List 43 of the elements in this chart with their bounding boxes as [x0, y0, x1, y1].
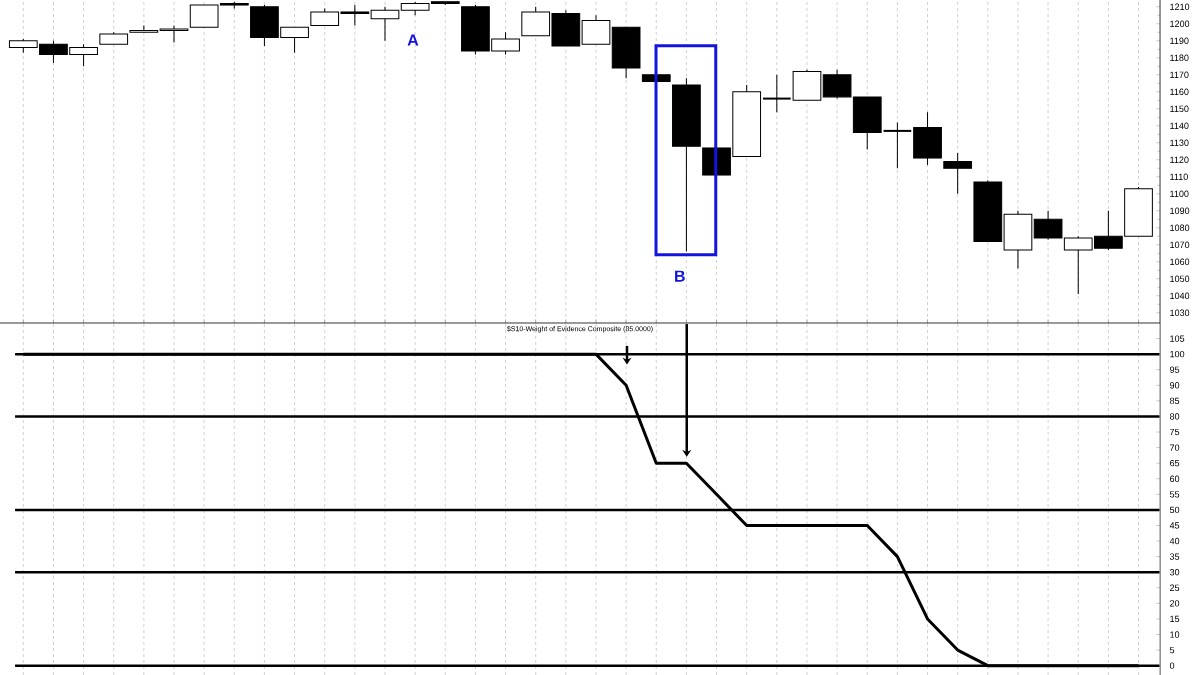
y-tick-label: 15	[1170, 615, 1180, 623]
annotation: A	[407, 34, 419, 46]
y-tick-label: 60	[1170, 475, 1180, 482]
y-tick-label: 1110	[1170, 173, 1188, 180]
y-tick-label: 100	[1170, 350, 1185, 358]
y-tick-label: 20	[1170, 600, 1180, 607]
y-tick-label: 70	[1170, 444, 1180, 451]
y-tick-label: 1190	[1170, 37, 1189, 44]
y-tick-label: 0	[1169, 662, 1175, 669]
annotation: B	[675, 270, 685, 282]
y-tick-label: 1070	[1170, 241, 1190, 248]
y-tick-label: 1170	[1170, 71, 1189, 78]
y-tick-label: 45	[1169, 522, 1180, 529]
y-tick-label: 5	[1169, 646, 1175, 654]
y-tick-label: 1100	[1170, 190, 1189, 197]
y-tick-label: 75	[1170, 428, 1180, 436]
y-tick-label: 1080	[1170, 224, 1190, 231]
y-tick-label: 10	[1170, 631, 1180, 638]
y-tick-label: 90	[1169, 382, 1180, 389]
y-tick-label: 1210	[1170, 3, 1190, 10]
y-tick-label: 105	[1170, 335, 1185, 342]
y-tick-label: 85	[1169, 397, 1180, 405]
y-tick-label: 30	[1169, 569, 1180, 576]
y-tick-label: 65	[1170, 459, 1180, 467]
y-tick-label: 80	[1169, 413, 1180, 420]
y-tick-label: 1090	[1170, 207, 1190, 214]
y-tick-label: 1030	[1170, 309, 1190, 316]
y-tick-label: 1180	[1170, 54, 1189, 61]
y-tick-label: 1050	[1170, 275, 1190, 282]
y-tick-label: 1160	[1170, 88, 1189, 95]
y-tick-label: 1060	[1170, 258, 1190, 265]
y-tick-label: 35	[1169, 553, 1180, 560]
y-tick-label: 40	[1169, 537, 1180, 545]
y-tick-label: 25	[1170, 584, 1180, 591]
y-tick-label: 1120	[1170, 156, 1189, 163]
y-tick-label: 1040	[1170, 292, 1190, 299]
y-tick-label: 1130	[1170, 139, 1189, 146]
y-tick-label: 1140	[1170, 122, 1189, 129]
y-tick-label: 55	[1169, 491, 1180, 498]
y-tick-label: 50	[1169, 506, 1180, 514]
y-tick-label: 1200	[1170, 20, 1190, 27]
y-tick-label: 1150	[1170, 105, 1189, 112]
y-tick-label: 95	[1169, 366, 1180, 373]
